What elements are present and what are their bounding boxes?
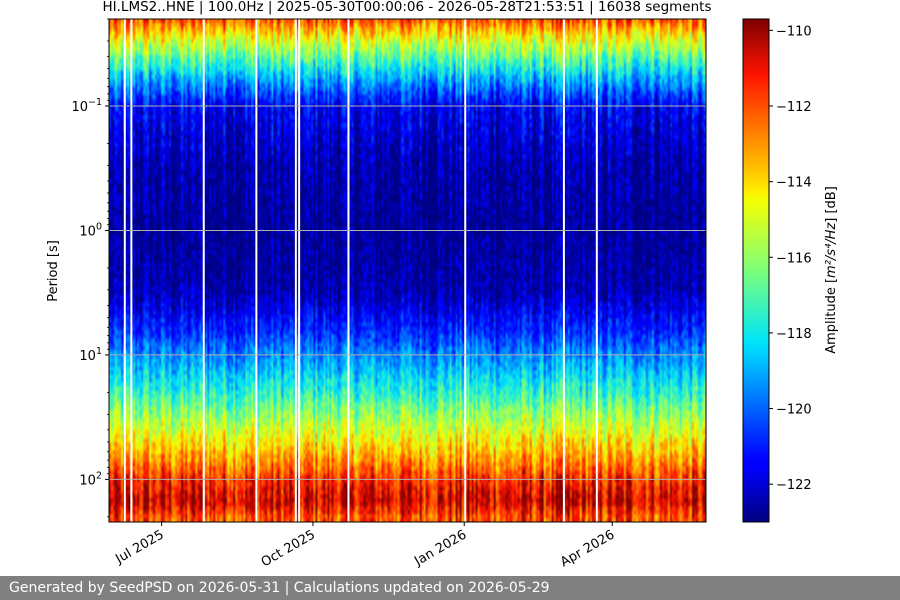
y-tick-label: 101: [79, 346, 102, 364]
y-tick-label: 10−1: [71, 97, 102, 115]
colorbar: [742, 18, 770, 523]
data-gap: [294, 19, 297, 522]
spectrogram-image: [109, 19, 706, 522]
y-tick-label: 102: [79, 470, 102, 488]
colorbar-tick-label: −122: [776, 478, 812, 493]
spectrogram-plot-area: [109, 19, 706, 522]
footer-bar: Generated by SeedPSD on 2026-05-31 | Cal…: [0, 576, 900, 600]
data-gap: [123, 19, 126, 522]
x-tick-label: Oct 2025: [259, 527, 318, 570]
y-tick-exponent: −1: [88, 97, 102, 108]
colorbar-tick-label: −112: [776, 100, 812, 115]
colorbar-label-prefix: Amplitude [: [824, 278, 839, 354]
y-tick-exponent: 2: [96, 470, 102, 481]
data-gap: [130, 19, 133, 522]
chart-title: HI.LMS2..HNE | 100.0Hz | 2025-05-30T00:0…: [103, 0, 712, 15]
footer-text: Generated by SeedPSD on 2026-05-31 | Cal…: [9, 580, 550, 596]
x-tick-label: Jul 2025: [112, 527, 166, 567]
gridlines: [109, 105, 706, 480]
colorbar-label-suffix: ] [dB]: [824, 186, 839, 223]
colorbar-tick-label: −116: [776, 251, 812, 266]
colorbar-tick-label: −118: [776, 327, 812, 342]
data-gap: [202, 19, 205, 522]
y-tick-base: 10: [79, 473, 96, 488]
y-tick-label: 100: [79, 221, 102, 239]
y-tick-base: 10: [71, 100, 88, 115]
x-axis-ticks: Jul 2025 Oct 2025 Jan 2026 Apr 2026: [112, 522, 617, 570]
colorbar-tick-label: −120: [776, 403, 812, 418]
data-gap: [298, 19, 301, 522]
data-gap: [347, 19, 350, 522]
data-gap: [562, 19, 565, 522]
y-tick-base: 10: [79, 349, 96, 364]
data-gap: [595, 19, 598, 522]
colorbar-label-units: m²/s⁴/Hz: [824, 222, 839, 278]
y-tick-base: 10: [79, 224, 96, 239]
colorbar-tick-label: −114: [776, 176, 812, 191]
x-tick-label: Apr 2026: [558, 527, 617, 570]
colorbar-tick-label: −110: [776, 24, 812, 39]
colorbar-ticks: −110 −112 −114 −116 −118 −120 −122: [769, 24, 812, 493]
y-tick-exponent: 0: [96, 221, 102, 232]
data-gap: [255, 19, 258, 522]
colorbar-label: Amplitude [m²/s⁴/Hz] [dB]: [824, 186, 839, 354]
data-gap: [464, 19, 467, 522]
y-axis-label: Period [s]: [46, 240, 61, 302]
x-tick-label: Jan 2026: [411, 527, 469, 569]
plot-frame: [108, 18, 707, 523]
y-tick-exponent: 1: [96, 346, 102, 357]
psd-spectrogram-chart: HI.LMS2..HNE | 100.0Hz | 2025-05-30T00:0…: [46, 0, 839, 570]
